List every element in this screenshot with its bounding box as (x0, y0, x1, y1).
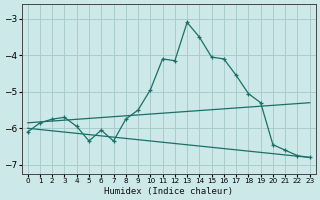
X-axis label: Humidex (Indice chaleur): Humidex (Indice chaleur) (104, 187, 233, 196)
